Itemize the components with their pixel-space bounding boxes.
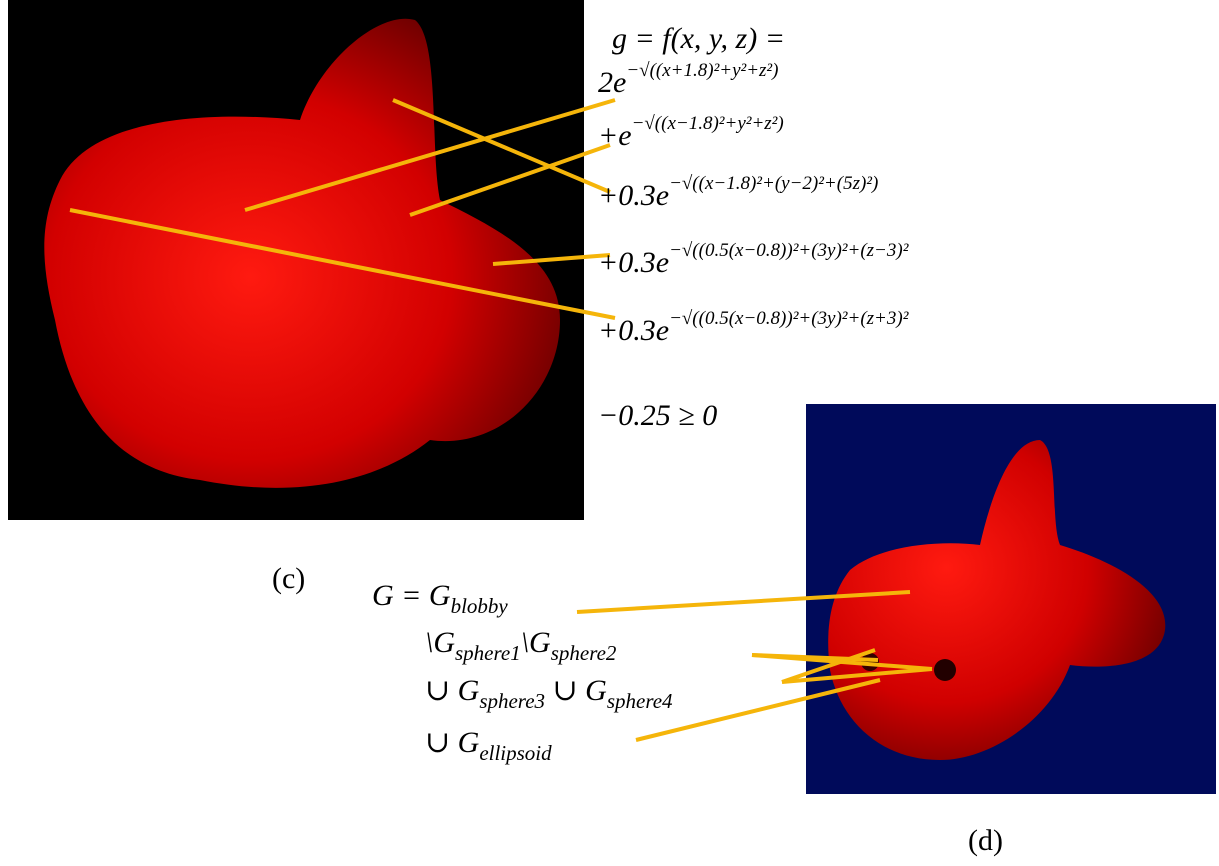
expression-line: \Gsphere1\Gsphere2 — [425, 626, 617, 665]
expression-line: ∪ Gsphere3 ∪ Gsphere4 — [425, 674, 673, 713]
set-name: ∪ G — [545, 674, 607, 707]
coefficient: +0.3e — [598, 179, 669, 212]
subscript: sphere4 — [607, 689, 673, 713]
set-name: \G — [425, 626, 455, 659]
subscript: sphere2 — [551, 641, 617, 665]
expression-line: G = Gblobby — [372, 579, 508, 618]
coefficient: +0.3e — [598, 314, 669, 347]
set-name: G = G — [372, 579, 451, 612]
exponent: −√((x−1.8)²+(y−2)²+(5z)²) — [669, 173, 878, 194]
equation-tail: −0.25 ≥ 0 — [598, 399, 717, 432]
hole — [934, 659, 956, 681]
equation-head: g = f(x, y, z) = — [612, 22, 785, 55]
exponent: −√((0.5(x−0.8))²+(3y)²+(z+3)² — [669, 308, 909, 329]
coefficient: +e — [598, 119, 632, 152]
exponent: −√((0.5(x−0.8))²+(3y)²+(z−3)² — [669, 240, 909, 261]
set-name: ∪ G — [425, 726, 480, 759]
set-name: \G — [521, 626, 551, 659]
coefficient: +0.3e — [598, 246, 669, 279]
equation-term: +e−√((x−1.8)²+y²+z²) — [598, 113, 784, 152]
set-name: ∪ G — [425, 674, 480, 707]
exponent: −√((x+1.8)²+y²+z²) — [626, 60, 778, 81]
equation-term: +0.3e−√((0.5(x−0.8))²+(3y)²+(z+3)² — [598, 308, 909, 347]
equation-term: 2e−√((x+1.8)²+y²+z²) — [598, 60, 778, 99]
figure: (c) (d) g = f(x, y, z) = −0.25 ≥ 0 2e−√(… — [0, 0, 1219, 866]
exponent: −√((x−1.8)²+y²+z²) — [632, 113, 784, 134]
page: {"panel_c": {"label": "(c)", "equation":… — [0, 0, 1219, 866]
panel-label: (c) — [272, 562, 305, 595]
coefficient: 2e — [598, 66, 626, 99]
expression-line: ∪ Gellipsoid — [425, 726, 552, 765]
equation-term: +0.3e−√((x−1.8)²+(y−2)²+(5z)²) — [598, 173, 878, 212]
subscript: blobby — [451, 594, 509, 618]
subscript: sphere3 — [479, 689, 545, 713]
equation-term: +0.3e−√((0.5(x−0.8))²+(3y)²+(z−3)² — [598, 240, 909, 279]
subscript: ellipsoid — [479, 741, 552, 765]
subscript: sphere1 — [455, 641, 521, 665]
panel-label: (d) — [968, 824, 1003, 857]
